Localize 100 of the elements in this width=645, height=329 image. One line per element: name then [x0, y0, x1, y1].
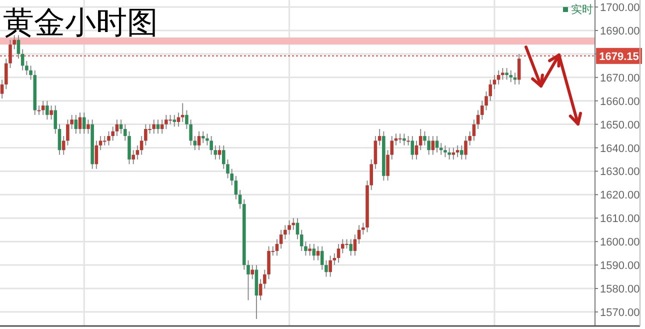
candlestick [402, 133, 406, 146]
candlestick [189, 119, 192, 146]
y-tick-label: 1570.00 [600, 306, 640, 319]
candlestick [180, 102, 184, 122]
candlestick [201, 130, 205, 144]
candlestick [476, 110, 480, 130]
candlestick [353, 234, 357, 256]
candlestick [230, 168, 234, 186]
candlestick [94, 140, 98, 170]
y-tick-label: 1650.00 [600, 119, 640, 132]
candlestick [410, 136, 414, 160]
candlestick [308, 243, 312, 256]
candlestick [78, 112, 82, 134]
candlestick [468, 130, 472, 146]
candlestick [250, 264, 254, 280]
candlestick [492, 74, 496, 90]
candlestick [107, 130, 110, 146]
y-tick-label: 1610.00 [600, 213, 640, 226]
candlestick [54, 105, 58, 134]
candlestick [517, 53, 521, 85]
candlestick [164, 114, 168, 130]
candlestick [472, 119, 476, 142]
candlestick [66, 119, 70, 146]
candlestick [246, 260, 250, 301]
candlestick [124, 124, 127, 142]
candlestick [509, 70, 513, 83]
candlestick [406, 136, 410, 146]
candlestick [435, 136, 439, 153]
candlestick [456, 144, 460, 158]
candlestick [4, 58, 8, 90]
candlestick [452, 147, 456, 160]
candlestick [267, 246, 270, 280]
candlestick [62, 136, 66, 156]
candlestick [448, 147, 451, 160]
candlestick [197, 130, 201, 151]
candlestick [300, 229, 304, 252]
candlestick [362, 222, 365, 236]
candlestick [284, 224, 287, 240]
candlestick [439, 142, 443, 156]
candlestick [86, 119, 90, 134]
candlestick [210, 136, 213, 156]
candlestick [288, 220, 291, 236]
candlestick [115, 119, 119, 137]
candlestick [460, 144, 464, 160]
candlestick [279, 229, 283, 250]
candlestick [398, 133, 402, 144]
ref-line-label: 1679.15 [599, 50, 639, 63]
candlestick [8, 39, 12, 69]
candlestick [296, 218, 300, 240]
annotation: 实时 [571, 3, 593, 16]
candlestick [70, 114, 74, 130]
candlestick [423, 130, 426, 146]
candlestick [414, 140, 418, 160]
candlestick [82, 112, 86, 134]
candlestick [374, 136, 378, 170]
candlestick [340, 238, 344, 254]
candlestick [418, 128, 422, 151]
candlestick [214, 144, 218, 160]
candlestick [25, 60, 28, 76]
candlestick [328, 255, 332, 278]
candlestick [140, 136, 144, 156]
candlestick [464, 136, 468, 160]
candlestick [46, 100, 49, 120]
candlestick [349, 238, 352, 256]
y-tick-label: 1620.00 [600, 190, 640, 202]
candlestick [275, 238, 279, 256]
candlestick [20, 48, 24, 71]
candlestick [304, 241, 308, 256]
candlestick [144, 124, 148, 146]
candlestick [234, 175, 238, 200]
candlestick [193, 136, 197, 151]
candlestick [427, 136, 430, 156]
y-tick-label: 1700.00 [600, 2, 640, 14]
candlestick [312, 243, 316, 261]
candlestick [74, 114, 78, 134]
candlestick [50, 105, 53, 120]
candlestick [102, 136, 106, 146]
candlestick [185, 110, 188, 130]
chart-title: 黄金小时图 [3, 5, 158, 41]
candlestick [345, 238, 348, 250]
candlestick [505, 68, 508, 80]
candlestick [111, 126, 114, 142]
candlestick [0, 79, 4, 100]
y-tick-label: 1690.00 [600, 25, 640, 38]
candlestick [501, 68, 504, 80]
y-tick-label: 1660.00 [600, 96, 640, 108]
candlestick [332, 252, 336, 266]
candlestick [444, 144, 447, 158]
candlestick [58, 124, 62, 156]
candlestick [172, 114, 176, 128]
y-tick-label: 1630.00 [600, 166, 640, 178]
candlestick [168, 114, 172, 125]
candlestick [132, 150, 136, 165]
candlestick [238, 189, 242, 210]
y-tick-label: 1670.00 [600, 72, 640, 84]
y-tick-label: 1580.00 [600, 283, 640, 296]
candlestick [206, 133, 209, 146]
candlestick [263, 269, 266, 289]
candlestick [98, 136, 102, 151]
y-tick-label: 1590.00 [600, 260, 640, 272]
